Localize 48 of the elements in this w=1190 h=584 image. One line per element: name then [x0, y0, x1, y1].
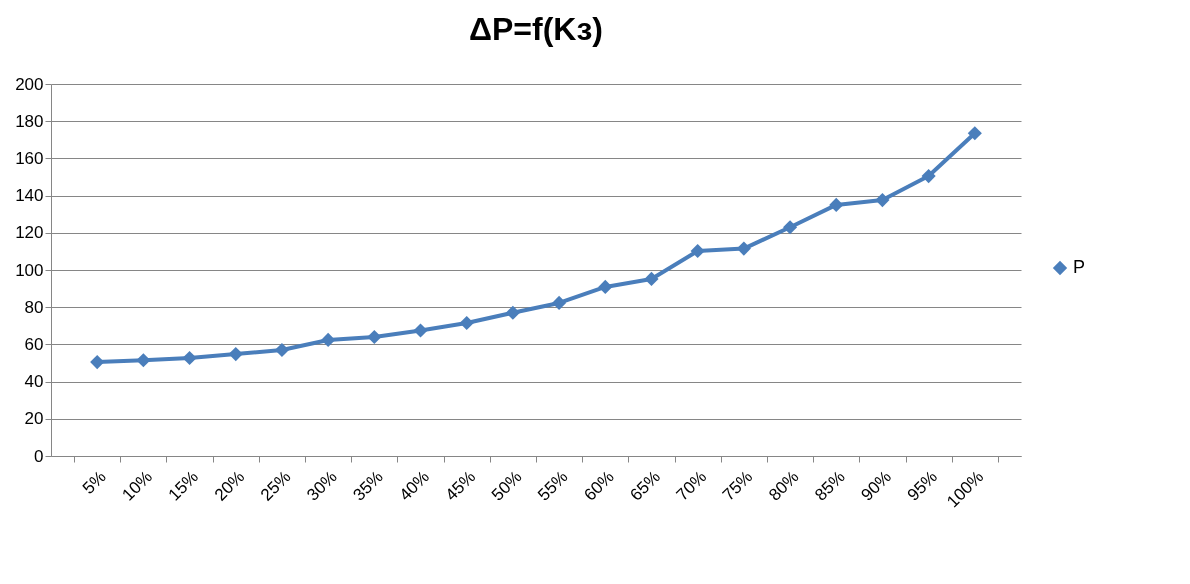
x-tick-label: 50% [487, 467, 526, 505]
point [413, 323, 428, 338]
x-tick-label: 5% [78, 467, 110, 498]
y-tick-label: 60 [24, 334, 44, 354]
x-tick-label: 90% [857, 467, 895, 505]
x-tick-label: 80% [765, 467, 803, 505]
point [875, 192, 890, 208]
x-tick-label: 95% [903, 467, 942, 505]
point [136, 353, 151, 368]
x-tick-label: 75% [718, 467, 757, 505]
point [690, 243, 705, 259]
point [90, 355, 105, 370]
point [274, 342, 290, 358]
x-tick-label: 85% [811, 467, 849, 505]
chart-title: ΔP=f(Kз) [468, 11, 604, 47]
point [921, 169, 936, 184]
point [321, 332, 336, 348]
point [552, 295, 567, 310]
y-tick-label: 100 [15, 260, 44, 280]
point [228, 347, 243, 362]
x-tick-label: 70% [672, 467, 711, 505]
y-tick-label: 80 [24, 297, 44, 317]
point [644, 271, 659, 286]
legend-label: P [1073, 257, 1086, 277]
x-tick-label: 35% [349, 467, 387, 505]
y-tick-label: 20 [24, 409, 44, 429]
point [829, 197, 844, 212]
x-tick-label: 45% [441, 467, 480, 505]
x-tick-label: 55% [534, 467, 572, 505]
y-tick-label: 160 [15, 148, 44, 168]
x-tick-label: 65% [626, 467, 664, 505]
point [736, 241, 751, 256]
y-tick-label: 140 [15, 186, 44, 206]
point [459, 315, 474, 331]
point [505, 305, 520, 320]
point [782, 220, 798, 235]
point [598, 279, 613, 294]
x-tick-label: 40% [395, 467, 434, 505]
y-tick-label: 120 [15, 223, 44, 243]
x-tick-label: 60% [580, 467, 618, 505]
point [182, 350, 197, 366]
y-tick-label: 0 [34, 446, 44, 466]
y-tick-label: 180 [15, 111, 44, 131]
x-tick-label: 30% [303, 467, 341, 505]
point [967, 126, 982, 141]
y-tick-label: 200 [15, 74, 44, 94]
y-tick-label: 40 [24, 372, 44, 392]
point [367, 329, 382, 345]
